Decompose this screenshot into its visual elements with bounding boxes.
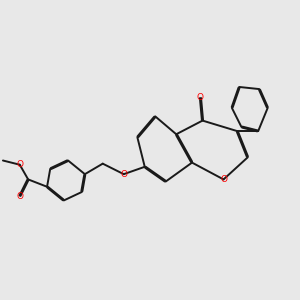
Text: O: O [220,175,227,184]
Text: O: O [120,170,127,179]
Text: O: O [197,93,204,102]
Text: O: O [16,192,23,201]
Text: O: O [16,160,23,169]
